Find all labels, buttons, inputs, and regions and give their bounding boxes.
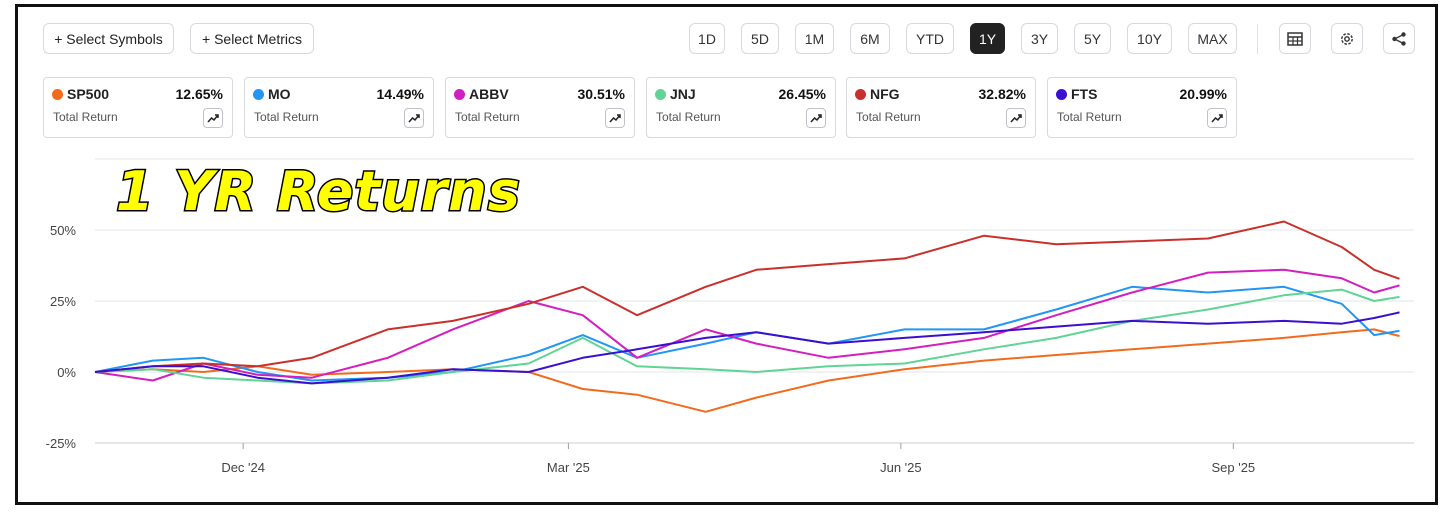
trend-button[interactable] bbox=[605, 108, 625, 128]
toolbar-divider bbox=[1257, 24, 1258, 54]
x-tick-label: Jun '25 bbox=[880, 460, 922, 475]
symbol-card-sp500[interactable]: SP500 12.65% Total Return bbox=[43, 77, 233, 138]
trend-button[interactable] bbox=[404, 108, 424, 128]
series-line-fts[interactable] bbox=[94, 311, 1400, 385]
range-1y-button[interactable]: 1Y bbox=[970, 23, 1005, 54]
range-6m-button[interactable]: 6M bbox=[850, 23, 890, 54]
series-line-nfg[interactable] bbox=[94, 220, 1400, 373]
range-5d-button[interactable]: 5D bbox=[741, 23, 779, 54]
range-1m-button[interactable]: 1M bbox=[795, 23, 834, 54]
trend-up-icon bbox=[207, 114, 219, 123]
trend-button[interactable] bbox=[1006, 108, 1026, 128]
symbol-card-nfg[interactable]: NFG 32.82% Total Return bbox=[846, 77, 1036, 138]
y-tick-label: 25% bbox=[50, 294, 76, 309]
trend-button[interactable] bbox=[203, 108, 223, 128]
select-symbols-button[interactable]: + Select Symbols bbox=[43, 23, 174, 54]
series-line-jnj[interactable] bbox=[94, 288, 1400, 385]
x-tick-label: Sep '25 bbox=[1211, 460, 1255, 475]
x-tick-label: Mar '25 bbox=[547, 460, 590, 475]
card-symbol: FTS bbox=[1071, 86, 1098, 102]
card-label: Total Return bbox=[656, 110, 721, 124]
range-1d-button[interactable]: 1D bbox=[689, 23, 725, 54]
y-tick-label: 50% bbox=[50, 223, 76, 238]
symbol-card-mo[interactable]: MO 14.49% Total Return bbox=[244, 77, 434, 138]
trend-button[interactable] bbox=[1207, 108, 1227, 128]
card-symbol: NFG bbox=[870, 86, 900, 102]
card-label: Total Return bbox=[254, 110, 319, 124]
trend-up-icon bbox=[810, 114, 822, 123]
symbol-card-fts[interactable]: FTS 20.99% Total Return bbox=[1047, 77, 1237, 138]
card-return-value: 30.51% bbox=[577, 86, 625, 102]
series-lines[interactable] bbox=[94, 220, 1400, 413]
symbol-card-jnj[interactable]: JNJ 26.45% Total Return bbox=[646, 77, 836, 138]
card-symbol: JNJ bbox=[670, 86, 696, 102]
range-10y-button[interactable]: 10Y bbox=[1127, 23, 1172, 54]
range-3y-button[interactable]: 3Y bbox=[1021, 23, 1058, 54]
card-label: Total Return bbox=[455, 110, 520, 124]
table-icon bbox=[1287, 31, 1303, 46]
series-line-sp500[interactable] bbox=[94, 328, 1400, 413]
symbol-card-abbv[interactable]: ABBV 30.51% Total Return bbox=[445, 77, 635, 138]
card-symbol: ABBV bbox=[469, 86, 509, 102]
y-tick-label: -25% bbox=[46, 436, 77, 451]
chart-gridlines bbox=[95, 158, 1414, 444]
card-return-value: 26.45% bbox=[778, 86, 826, 102]
series-color-dot bbox=[1056, 89, 1067, 100]
share-button[interactable] bbox=[1383, 23, 1415, 54]
chart-overlay-title: 1 YR Returns bbox=[115, 159, 522, 225]
y-tick-label: 0% bbox=[57, 365, 76, 380]
card-return-value: 12.65% bbox=[175, 86, 223, 102]
trend-button[interactable] bbox=[806, 108, 826, 128]
series-color-dot bbox=[454, 89, 465, 100]
card-symbol: SP500 bbox=[67, 86, 110, 102]
trend-up-icon bbox=[1010, 114, 1022, 123]
trend-up-icon bbox=[408, 114, 420, 123]
card-return-value: 20.99% bbox=[1179, 86, 1227, 102]
card-return-value: 14.49% bbox=[376, 86, 424, 102]
settings-button[interactable] bbox=[1331, 23, 1363, 54]
series-color-dot bbox=[253, 89, 264, 100]
card-return-value: 32.82% bbox=[978, 86, 1026, 102]
series-color-dot bbox=[655, 89, 666, 100]
x-axis-ticks: Dec '24 Mar '25 Jun '25 Sep '25 bbox=[221, 443, 1255, 475]
y-axis-ticks: 50% 25% 0% -25% bbox=[46, 223, 77, 451]
share-icon bbox=[1392, 31, 1406, 46]
gear-icon bbox=[1341, 32, 1353, 45]
card-symbol: MO bbox=[268, 86, 291, 102]
range-5y-button[interactable]: 5Y bbox=[1074, 23, 1111, 54]
card-label: Total Return bbox=[856, 110, 921, 124]
range-max-button[interactable]: MAX bbox=[1188, 23, 1237, 54]
series-color-dot bbox=[855, 89, 866, 100]
select-metrics-button[interactable]: + Select Metrics bbox=[190, 23, 314, 54]
card-label: Total Return bbox=[53, 110, 118, 124]
table-view-button[interactable] bbox=[1279, 23, 1311, 54]
range-ytd-button[interactable]: YTD bbox=[906, 23, 954, 54]
card-label: Total Return bbox=[1057, 110, 1122, 124]
series-line-abbv[interactable] bbox=[94, 268, 1400, 382]
x-tick-label: Dec '24 bbox=[221, 460, 265, 475]
trend-up-icon bbox=[1211, 114, 1223, 123]
series-color-dot bbox=[52, 89, 63, 100]
trend-up-icon bbox=[609, 114, 621, 123]
